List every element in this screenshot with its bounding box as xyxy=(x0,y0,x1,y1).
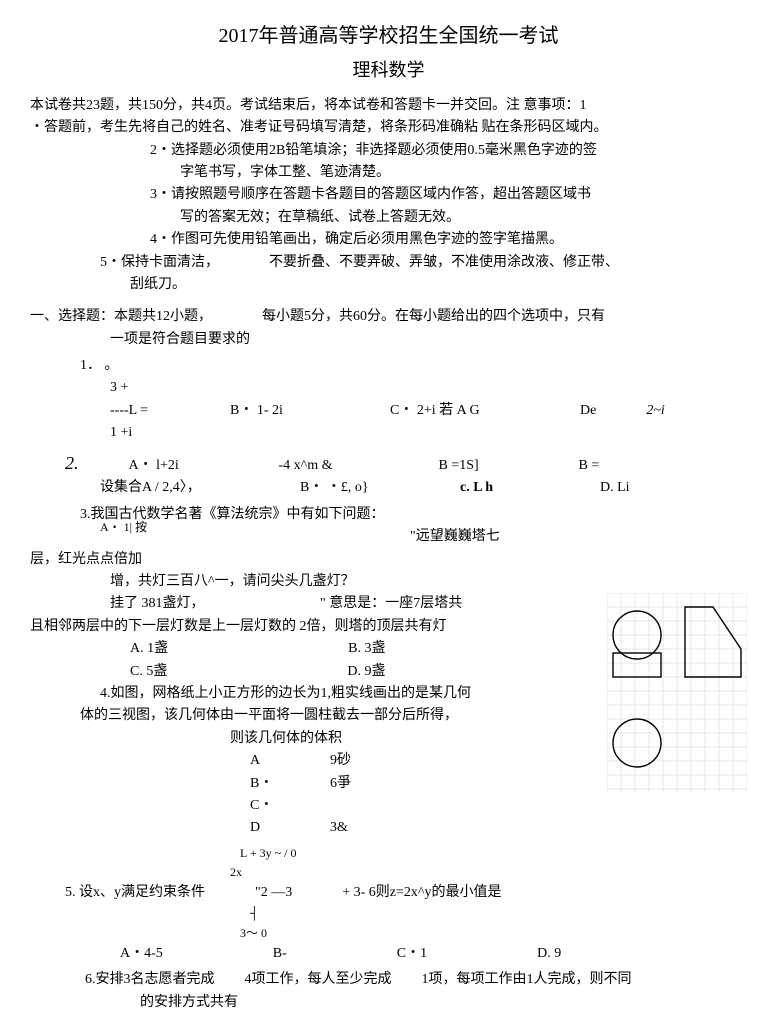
q3-optB: B. 3盏 xyxy=(348,638,385,660)
instr-intro: 本试卷共23题，共150分，共4页。考试结束后，将本试卷和答题卡一并交回。注 意… xyxy=(30,95,747,117)
instr-item1: ・答题前，考生先将自己的姓名、准考证号码填写清楚，将条形码准确粘 贴在条形码区域… xyxy=(30,117,747,139)
q3-line-d-a: 挂了 381盏灯， xyxy=(110,593,270,615)
q3-line-d-b: " 意思是：一座7层塔共 xyxy=(320,593,462,615)
q4-optB-label: B・ xyxy=(250,773,280,795)
q4-optD-label: D xyxy=(250,817,280,839)
q3-line-c: 增，共灯三百八^一，请问尖头几盏灯？ xyxy=(110,571,747,593)
instr-item2a: 2・选择题必须使用2B铅笔填涂；非选择题必须使用0.5毫米黑色字迹的签 xyxy=(150,140,747,162)
q1-optC: C・ 2+i 若 A G xyxy=(390,400,530,422)
q2-line2a: 设集合A / 2,4〉， xyxy=(100,477,250,499)
page-title-main: 2017年普通高等学校招生全国统一考试 xyxy=(30,20,747,52)
q2-mid: -4 x^m & xyxy=(279,455,389,477)
q2-line2c: c. L h xyxy=(460,477,550,499)
q5-cond-l2: 2x xyxy=(230,863,747,882)
section1-head-b: 每小题5分，共60分。在每小题给出的四个选项中，只有 xyxy=(262,306,605,328)
instr-item4: 4・作图可先使用铅笔画出，确定后必须用黑色字迹的签字笔描黑。 xyxy=(150,229,747,251)
three-view-figure xyxy=(607,593,747,801)
q4-optA-label: A xyxy=(250,750,280,772)
q1-optD-hand: 2~i xyxy=(646,400,664,422)
question-1: 1． 。 3 + ----L = B・ 1- 2i C・ 2+i 若 A G D… xyxy=(30,355,747,445)
q3-optD: D. 9盏 xyxy=(347,661,385,683)
q5-optA: A・4-5 xyxy=(120,943,163,965)
q1-num: 1． xyxy=(80,358,101,373)
question-2: 2. A・ l+2i -4 x^m & B =1S] B = 设集合A / 2,… xyxy=(30,449,747,500)
q3-optA: A. 1盏 xyxy=(130,638,168,660)
instr-item5c: 刮纸刀。 xyxy=(130,274,747,296)
q1-frac-top: 3 + xyxy=(110,377,747,399)
section1-head: 一、选择题：本题共12小题， 每小题5分，共60分。在每小题给出的四个选项中，只… xyxy=(30,306,747,328)
q5-cond-l4: 3〜 0 xyxy=(240,924,747,943)
q3-inset: A・ 1| 按 xyxy=(100,518,147,537)
three-view-svg xyxy=(607,593,747,793)
q3-line-b: 层，红光点点倍加 xyxy=(30,549,747,571)
q2-b-right: B = xyxy=(579,455,600,477)
q5-cond-l3: ┤ xyxy=(250,904,747,923)
q5-cond-l1: L + 3y ~ / 0 xyxy=(240,844,747,863)
q3-optC: C. 5盏 xyxy=(130,661,167,683)
q4-optB-val: 6爭 xyxy=(330,773,351,795)
q2-num: 2. xyxy=(65,449,79,478)
q2-line2b: B・ ・£, o} xyxy=(300,477,410,499)
instr-item5a: 5・保持卡面清洁， xyxy=(100,252,219,274)
instr-item2b: 字笔书写，字体工整、笔迹清楚。 xyxy=(180,162,747,184)
q1-eq: ----L = xyxy=(110,400,180,422)
section1-head-a: 一、选择题：本题共12小题， xyxy=(30,306,212,328)
q5-cond-mid: "2 —3 xyxy=(255,882,292,904)
q1-frac-bot: 1 +i xyxy=(110,422,747,444)
instr-item5b: 不要折叠、不要弄破、弄皱，不准使用涂改液、修正带、 xyxy=(269,252,619,274)
q3-quote-a: "远望巍巍塔七 xyxy=(410,526,747,548)
question-6: 6.安排3名志愿者完成 4项工作，每人至少完成 1项，每项工作由1人完成，则不同… xyxy=(30,969,747,1014)
q4-optA-val: 9砂 xyxy=(330,750,351,772)
instr-item3a: 3・请按照题号顺序在答题卡各题目的答题区域内作答，超出答题区域书 xyxy=(150,184,747,206)
q5-stem-a: 5. 设x、y满足约束条件 xyxy=(65,882,205,904)
q6-stem-c: 1项，每项工作由1人完成，则不同 xyxy=(422,969,632,991)
q6-stem-a: 6.安排3名志愿者完成 xyxy=(85,969,215,991)
q5-optD: D. 9 xyxy=(537,943,561,965)
instructions-block: 本试卷共23题，共150分，共4页。考试结束后，将本试卷和答题卡一并交回。注 意… xyxy=(30,95,747,297)
q5-optC: C・1 xyxy=(397,943,427,965)
section1-head-c: 一项是符合题目要求的 xyxy=(110,329,747,351)
q1-optB: B・ 1- 2i xyxy=(230,400,340,422)
q2-b-eq: B =1S] xyxy=(439,455,529,477)
q4-optD-val: 3& xyxy=(330,817,348,839)
q2-line2d: D. Li xyxy=(600,477,630,499)
instr-item3b: 写的答案无效；在草稿纸、试卷上答题无效。 xyxy=(180,207,747,229)
q1-optD: De xyxy=(580,400,596,422)
q5-optB: B- xyxy=(273,943,287,965)
q4-optC-label: C・ xyxy=(250,795,280,817)
page-title-sub: 理科数学 xyxy=(30,56,747,85)
q1-dot: 。 xyxy=(105,358,119,373)
question-3: 3.我国古代数学名著《算法统宗》中有如下问题： A・ 1| 按 "远望巍巍塔七 … xyxy=(30,504,747,840)
q6-stem-b: 4项工作，每人至少完成 xyxy=(245,969,392,991)
question-5: L + 3y ~ / 0 2x 5. 设x、y满足约束条件 "2 —3 + 3-… xyxy=(30,844,747,966)
q6-stem-d: 的安排方式共有 xyxy=(140,992,747,1014)
q2-optA: A・ l+2i xyxy=(129,455,229,477)
q5-cond-r: + 3- 6则z=2x^y的最小值是 xyxy=(342,882,501,904)
